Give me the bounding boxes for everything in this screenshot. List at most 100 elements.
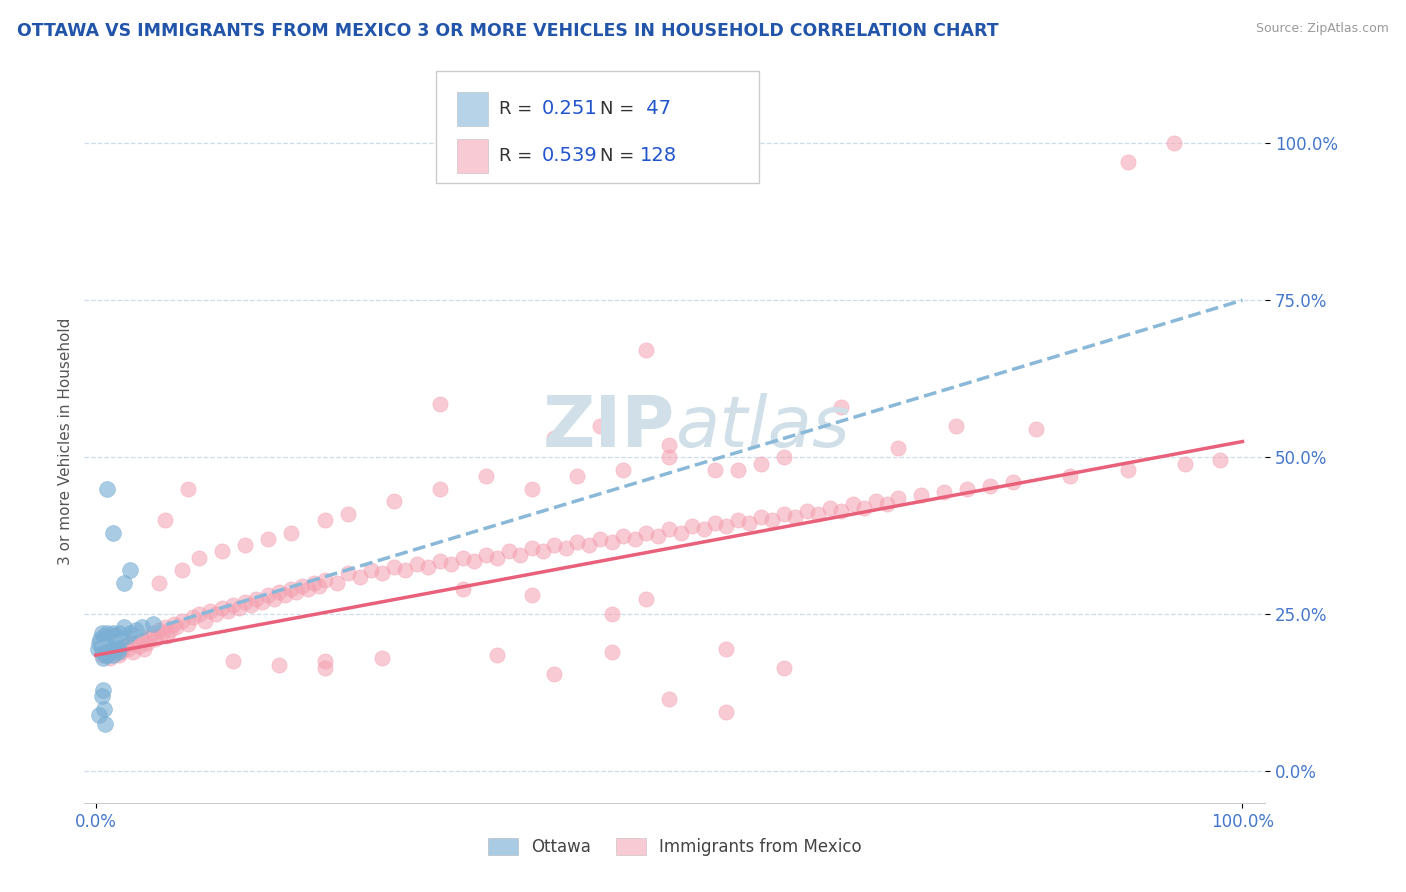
Point [97,648,120,662]
Point [101,525,124,540]
Text: N =: N = [600,100,640,118]
Point [658,692,681,706]
Point [90,626,112,640]
Point [830,400,852,414]
Point [93,701,115,715]
Point [636,591,658,606]
Point [934,484,956,499]
Point [200,604,222,618]
Point [98,645,121,659]
Point [772,450,794,465]
Point [181,610,204,624]
Point [125,623,148,637]
Point [103,639,125,653]
Point [418,560,440,574]
Point [90,689,112,703]
Point [165,620,187,634]
Text: N =: N = [600,147,640,165]
Point [239,598,262,612]
Point [325,575,347,590]
Text: R =: R = [499,100,538,118]
Point [865,494,887,508]
Point [97,641,120,656]
Point [110,632,132,647]
Point [188,607,211,622]
Point [1002,475,1025,490]
Point [211,601,233,615]
Point [314,573,336,587]
Point [211,544,233,558]
Text: 47: 47 [640,99,671,118]
Point [274,589,297,603]
Point [600,535,623,549]
Point [520,482,543,496]
Point [704,463,727,477]
Point [131,620,153,634]
Point [121,645,143,659]
Point [1163,136,1185,150]
Point [217,604,239,618]
Point [194,614,217,628]
Point [681,519,703,533]
Point [176,616,198,631]
Point [451,550,474,565]
Point [96,641,118,656]
Point [463,554,485,568]
Point [159,623,181,637]
Point [830,503,852,517]
Point [727,463,749,477]
Point [589,532,612,546]
Point [250,595,273,609]
Point [382,560,405,574]
Point [117,641,139,656]
Point [531,544,554,558]
Point [509,548,531,562]
Point [956,482,979,496]
Point [233,538,256,552]
Point [749,457,772,471]
Point [96,639,118,653]
Point [101,626,124,640]
Point [658,438,681,452]
Point [486,648,509,662]
Point [302,575,325,590]
Text: OTTAWA VS IMMIGRANTS FROM MEXICO 3 OR MORE VEHICLES IN HOUSEHOLD CORRELATION CHA: OTTAWA VS IMMIGRANTS FROM MEXICO 3 OR MO… [17,22,998,40]
Point [360,563,382,577]
Point [93,629,115,643]
Point [94,632,117,647]
Y-axis label: 3 or more Vehicles in Household: 3 or more Vehicles in Household [58,318,73,566]
Point [738,516,761,531]
Point [89,635,111,649]
Point [280,525,302,540]
Point [87,641,110,656]
Point [170,563,193,577]
Point [887,491,910,505]
Point [612,529,634,543]
Point [222,655,245,669]
Point [716,519,738,533]
Point [280,582,302,597]
Point [567,469,589,483]
Point [314,661,336,675]
Point [233,595,256,609]
Point [163,616,186,631]
Point [120,635,142,649]
Point [543,431,565,445]
Point [94,641,117,656]
Point [716,705,738,719]
Point [139,629,162,643]
Point [91,682,114,697]
Point [107,641,129,656]
Point [114,639,136,653]
Point [818,500,841,515]
Point [101,641,124,656]
Point [291,579,314,593]
Point [578,538,600,552]
Point [114,620,136,634]
Point [153,513,176,527]
Point [589,418,612,433]
Point [150,626,173,640]
Point [761,513,783,527]
Point [101,648,124,662]
Point [263,591,285,606]
